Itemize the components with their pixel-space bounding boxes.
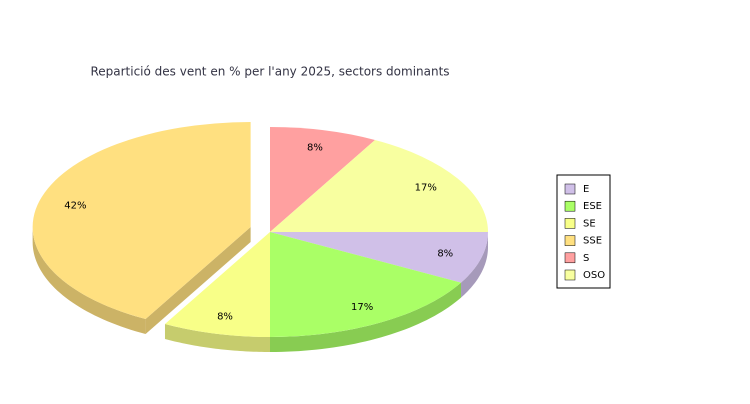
- legend-label: SE: [583, 218, 596, 229]
- slice-side: [145, 227, 251, 335]
- slice-side: [461, 232, 488, 298]
- slice: [164, 232, 270, 337]
- legend-swatch: [564, 218, 576, 229]
- legend-label: S: [583, 253, 589, 264]
- data-label: 8%: [217, 311, 233, 322]
- slice: [270, 127, 376, 232]
- slice: [32, 122, 251, 320]
- legend-swatch: [564, 183, 576, 195]
- data-label: 8%: [307, 143, 323, 154]
- pie: 8% 17% 8% 42% 8% 17%: [32, 122, 488, 352]
- slice-side: [32, 227, 146, 335]
- chart-title: Repartició des vent en % per l'any 2025,…: [90, 65, 449, 79]
- data-label: 17%: [415, 183, 437, 194]
- slice: [270, 232, 488, 283]
- data-label: 17%: [351, 302, 373, 313]
- legend-label: SSE: [583, 236, 602, 247]
- legend-label: OSO: [583, 270, 605, 281]
- slice-side: [270, 282, 462, 352]
- slice-side: [164, 324, 270, 352]
- data-label: 8%: [437, 249, 453, 260]
- legend-swatch: [564, 252, 576, 264]
- legend-label: E: [583, 184, 589, 195]
- legend-label: ESE: [583, 201, 602, 212]
- data-label: 42%: [64, 200, 86, 211]
- slice: [270, 232, 462, 337]
- legend-swatch: [564, 269, 576, 281]
- legend-swatch: [564, 235, 576, 246]
- slice: [270, 139, 488, 232]
- legend-swatch: [564, 200, 576, 212]
- legend: E ESE SE SSE S OSO: [564, 183, 605, 281]
